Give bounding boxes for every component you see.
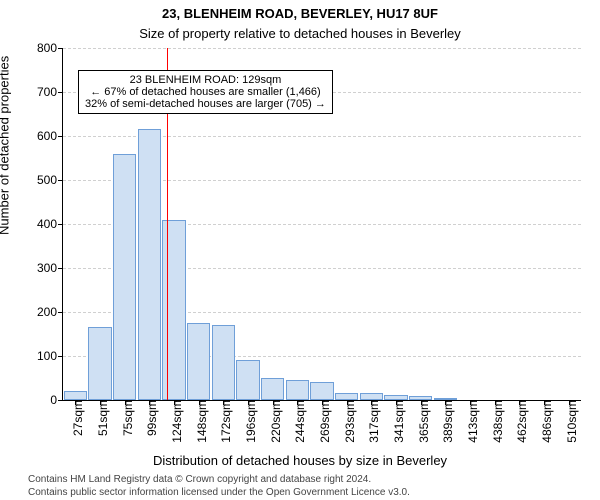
chart-plot-area: 010020030040050060070080027sqm51sqm75sqm… [62,48,581,401]
xtick-label: 462sqm [509,400,529,443]
xtick-label: 99sqm [139,400,159,436]
xtick-label: 27sqm [65,400,85,436]
xtick-label: 244sqm [287,400,307,443]
xtick-label: 341sqm [386,400,406,443]
ytick-label: 100 [37,349,63,363]
bar [64,391,87,400]
xtick-label: 510sqm [559,400,579,443]
xtick-label: 75sqm [115,400,135,436]
bar [88,327,111,400]
bar [138,129,161,400]
xtick-label: 172sqm [213,400,233,443]
footer-line-1: Contains HM Land Registry data © Crown c… [28,474,371,485]
xtick-label: 438sqm [485,400,505,443]
chart-title-line2: Size of property relative to detached ho… [0,26,600,41]
callout-box: 23 BLENHEIM ROAD: 129sqm← 67% of detache… [78,70,333,114]
xtick-label: 413sqm [460,400,480,443]
bar [212,325,235,400]
callout-line-3: 32% of semi-detached houses are larger (… [85,98,326,110]
xtick-label: 124sqm [164,400,184,443]
bar [360,393,383,400]
ytick-label: 400 [37,217,63,231]
xtick-label: 486sqm [534,400,554,443]
xtick-label: 389sqm [435,400,455,443]
callout-line-2: ← 67% of detached houses are smaller (1,… [85,86,326,98]
xtick-label: 293sqm [337,400,357,443]
bar [286,380,309,400]
xtick-label: 196sqm [238,400,258,443]
callout-line-1: 23 BLENHEIM ROAD: 129sqm [85,74,326,86]
xtick-label: 269sqm [312,400,332,443]
ytick-label: 600 [37,129,63,143]
xtick-label: 220sqm [263,400,283,443]
ytick-label: 0 [50,393,63,407]
chart-title-line1: 23, BLENHEIM ROAD, BEVERLEY, HU17 8UF [0,6,600,21]
ytick-label: 700 [37,85,63,99]
ytick-label: 300 [37,261,63,275]
x-axis-label: Distribution of detached houses by size … [0,453,600,468]
bar [261,378,284,400]
xtick-label: 51sqm [90,400,110,436]
xtick-label: 317sqm [361,400,381,443]
xtick-label: 365sqm [411,400,431,443]
y-axis-label: Number of detached properties [0,56,12,235]
xtick-label: 148sqm [189,400,209,443]
ytick-label: 500 [37,173,63,187]
gridline-h [63,48,581,49]
ytick-label: 800 [37,41,63,55]
bar [187,323,210,400]
bar [310,382,333,400]
bar [335,393,358,400]
bar [113,154,136,400]
bar [236,360,259,400]
ytick-label: 200 [37,305,63,319]
footer-line-2: Contains public sector information licen… [28,487,410,498]
